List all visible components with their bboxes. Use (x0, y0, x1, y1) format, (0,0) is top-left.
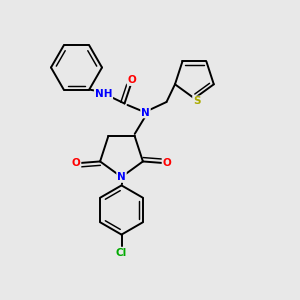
Text: N: N (141, 107, 150, 118)
Text: N: N (117, 172, 126, 182)
Text: NH: NH (95, 89, 112, 100)
Text: S: S (193, 96, 201, 106)
Text: O: O (163, 158, 171, 168)
Text: O: O (72, 158, 80, 168)
Text: O: O (128, 75, 136, 85)
Text: Cl: Cl (116, 248, 127, 258)
